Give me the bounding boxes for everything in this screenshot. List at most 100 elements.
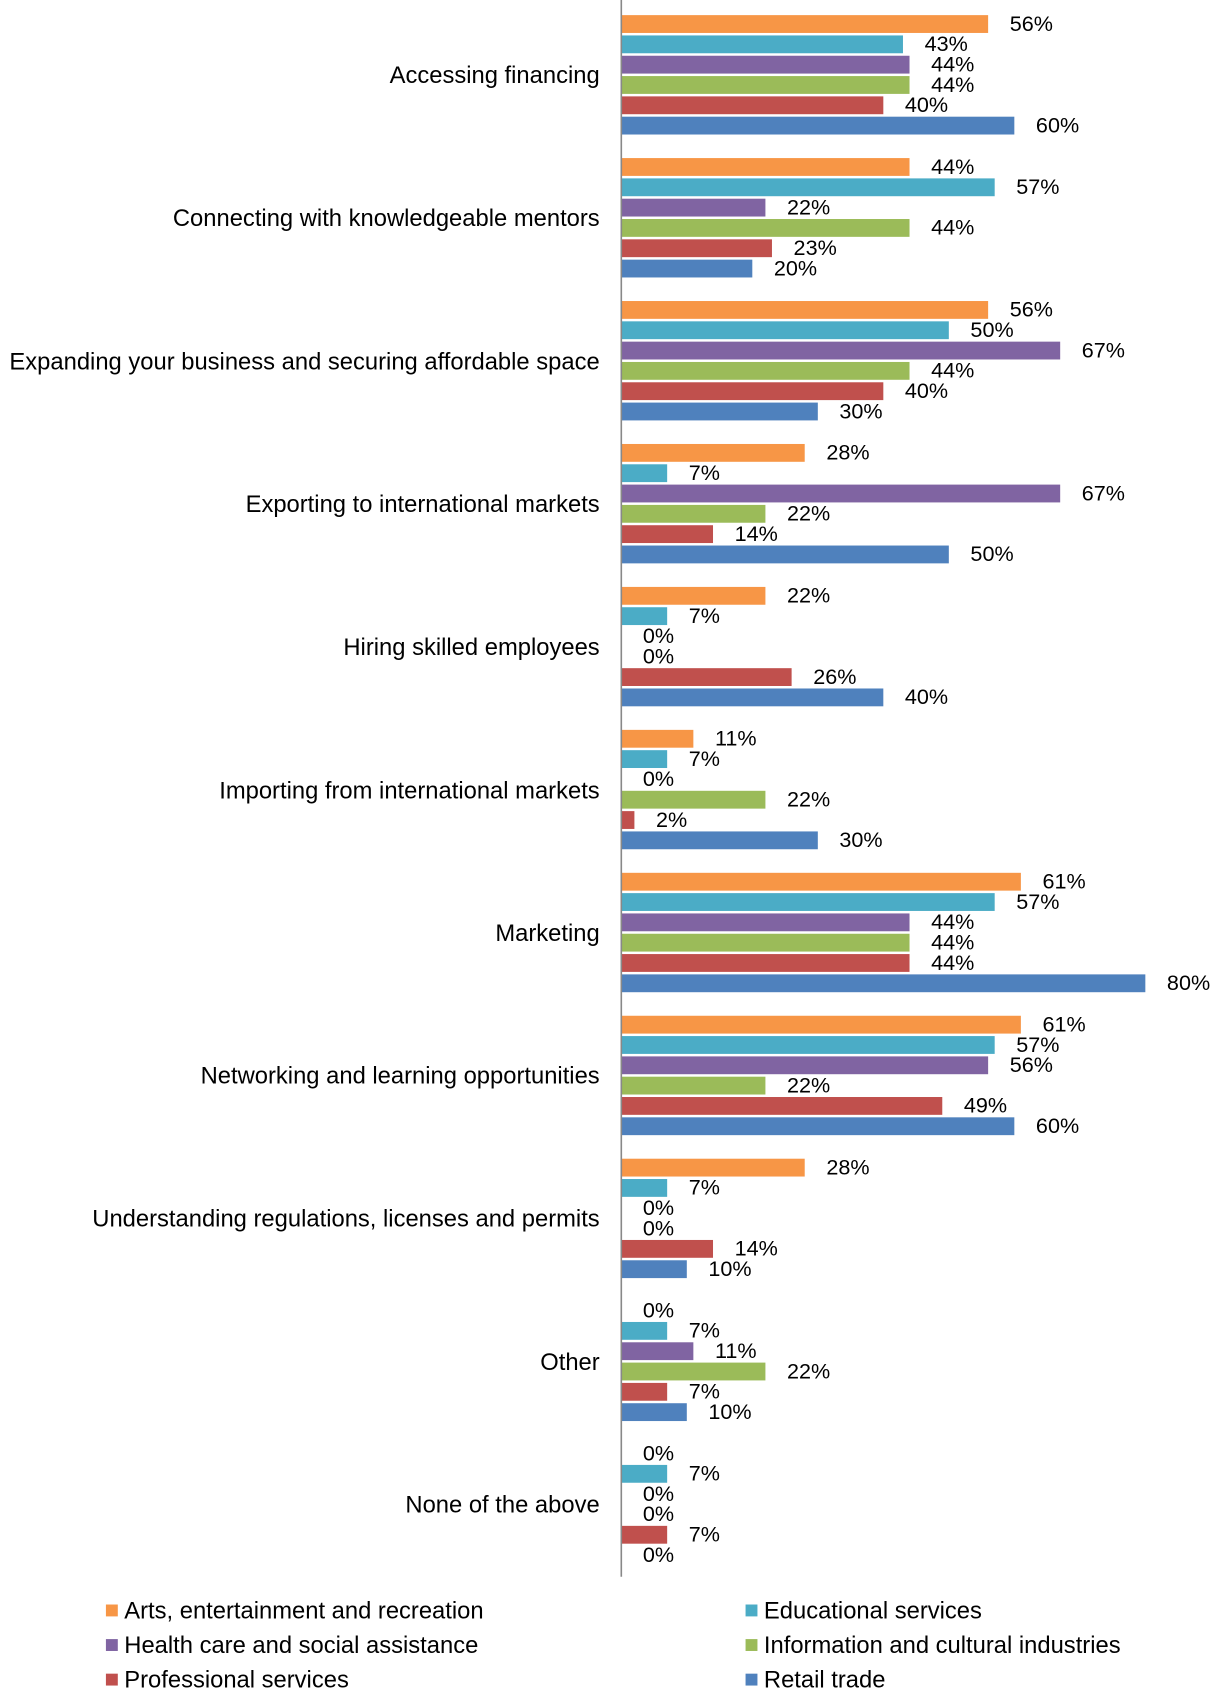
legend-swatch: [105, 1604, 118, 1617]
bar: [621, 15, 989, 33]
legend-label: Professional services: [124, 1667, 349, 1694]
bar: [621, 464, 668, 483]
legend-label: Arts, entertainment and recreation: [124, 1597, 483, 1624]
bar: [621, 1097, 943, 1115]
value-label: 67%: [1082, 337, 1125, 362]
bar: [621, 259, 753, 278]
bar: [621, 321, 949, 340]
category-label-wrap: Exporting to international markets: [0, 440, 600, 570]
category-label-box: Expanding your business and securing aff…: [0, 297, 600, 427]
bar: [621, 443, 805, 462]
bar: [621, 1525, 668, 1544]
value-label: 7%: [689, 1522, 720, 1547]
bar: [621, 178, 995, 197]
category-label-box: Accessing financing: [0, 11, 600, 141]
bar: [621, 954, 910, 972]
bar: [621, 1015, 1021, 1034]
value-label: 7%: [689, 1175, 720, 1200]
bar: [621, 1056, 989, 1075]
category-label-wrap: Connecting with knowledgeable mentors: [0, 154, 600, 284]
legend-swatch: [745, 1673, 758, 1686]
value-label: 14%: [735, 521, 778, 546]
category-label: Importing from international markets: [219, 776, 600, 804]
legend-label: Educational services: [764, 1597, 982, 1624]
value-label: 30%: [839, 827, 882, 852]
value-label: 50%: [970, 541, 1013, 566]
value-label: 43%: [925, 31, 968, 56]
bar: [621, 1342, 694, 1361]
bar: [621, 361, 910, 380]
value-label: 10%: [708, 1256, 751, 1281]
value-label: 50%: [970, 317, 1013, 342]
bar: [621, 790, 766, 809]
bar: [621, 750, 668, 769]
bar: [621, 1117, 1015, 1136]
category-label-wrap: Expanding your business and securing aff…: [0, 297, 600, 427]
bar: [621, 913, 910, 932]
bar: [621, 504, 766, 523]
value-label: 22%: [787, 194, 830, 219]
value-label: 44%: [931, 929, 974, 954]
category-label: None of the above: [405, 1491, 600, 1519]
value-label: 14%: [735, 1236, 778, 1261]
bar: [621, 1403, 687, 1422]
value-label: 26%: [813, 664, 856, 689]
category-label-wrap: Hiring skilled employees: [0, 583, 599, 713]
bar: [621, 831, 818, 850]
value-label: 20%: [774, 255, 817, 280]
category-label: Connecting with knowledgeable mentors: [172, 204, 600, 232]
value-label: 22%: [787, 501, 830, 526]
value-label: 7%: [689, 746, 720, 771]
category-label-box: Importing from international markets: [219, 776, 600, 804]
category-label: Expanding your business and securing aff…: [9, 347, 600, 375]
bar: [621, 607, 668, 626]
value-label: 67%: [1082, 480, 1125, 505]
bar: [621, 545, 949, 564]
bar: [621, 116, 1015, 135]
bar: [621, 872, 1021, 891]
bar: [621, 1076, 766, 1095]
value-label: 57%: [1016, 889, 1059, 914]
value-label: 7%: [689, 1461, 720, 1486]
legend-swatch: [105, 1639, 118, 1651]
category-label-box: Hiring skilled employees: [0, 583, 599, 713]
value-label: 56%: [1010, 297, 1053, 322]
bar: [621, 158, 910, 176]
value-label: 40%: [905, 378, 948, 403]
legend-swatch: [745, 1639, 758, 1651]
value-label: 57%: [1016, 1032, 1059, 1057]
category-label-box: Other: [540, 1348, 599, 1375]
category-label: Marketing: [495, 919, 600, 947]
bar: [621, 729, 694, 748]
legend-label: Retail trade: [764, 1667, 886, 1694]
value-label: 61%: [1042, 1011, 1085, 1036]
category-label-box: Exporting to international markets: [0, 440, 600, 570]
bar: [621, 301, 989, 319]
value-label: 40%: [905, 684, 948, 709]
value-label: 7%: [689, 1318, 720, 1343]
bar: [621, 402, 818, 421]
value-label: 28%: [826, 1154, 869, 1179]
category-label-box: Connecting with knowledgeable mentors: [0, 154, 600, 284]
value-label: 44%: [931, 154, 974, 179]
category-label-wrap: Accessing financing: [0, 11, 600, 141]
value-label: 44%: [931, 72, 974, 97]
bar: [621, 1321, 668, 1340]
legend-swatch: [745, 1604, 758, 1617]
value-label: 40%: [905, 92, 948, 117]
bar: [621, 1260, 687, 1279]
value-label: 56%: [1010, 1052, 1053, 1077]
value-label: 44%: [931, 358, 974, 383]
category-label: Exporting to international markets: [245, 490, 600, 518]
bar: [621, 586, 766, 605]
value-label: 0%: [643, 1195, 674, 1220]
legend-label: Health care and social assistance: [124, 1632, 478, 1659]
bar: [621, 341, 1061, 360]
value-label: 11%: [715, 726, 757, 751]
value-label: 7%: [689, 460, 720, 485]
category-label-box: None of the above: [0, 1440, 600, 1570]
category-label-wrap: None of the above: [0, 1440, 600, 1570]
value-label: 0%: [643, 766, 674, 791]
value-label: 22%: [787, 1358, 830, 1383]
value-label: 11%: [715, 1338, 757, 1363]
